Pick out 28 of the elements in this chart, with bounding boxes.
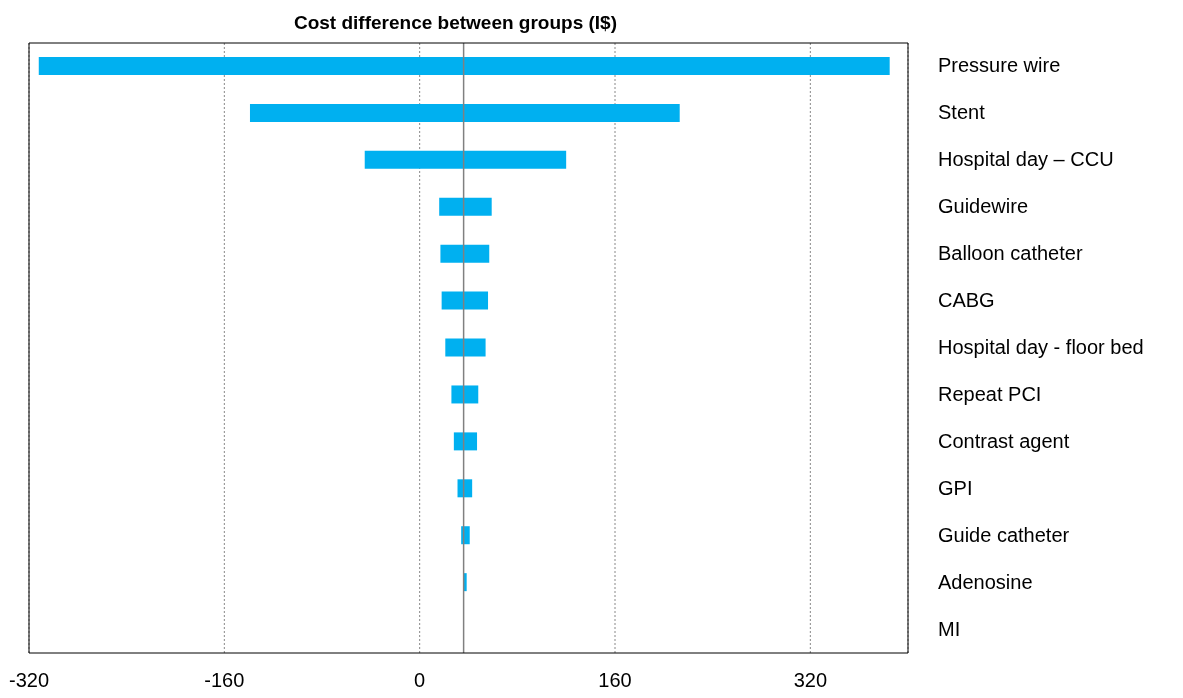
y-tick-label: Hospital day - floor bed: [938, 336, 1144, 358]
y-tick-label: Repeat PCI: [938, 382, 1042, 405]
bar: [445, 338, 486, 357]
x-tick-label: 160: [598, 669, 632, 692]
y-tick-label: Stent: [938, 101, 986, 124]
y-tick-label: Contrast agent: [938, 429, 1070, 452]
y-tick-label: Hospital day – CCU: [938, 148, 1114, 171]
y-tick-label: Guidewire: [938, 195, 1029, 218]
bar: [249, 103, 680, 122]
x-tick-label: 320: [793, 669, 828, 692]
y-tick-label: Adenosine: [938, 570, 1033, 593]
y-tick-label: MI: [938, 617, 961, 640]
x-tick-label: -320: [8, 669, 50, 692]
x-tick-label: -160: [204, 669, 245, 692]
y-tick-label: Guide catheter: [938, 523, 1070, 546]
y-tick-label: Balloon catheter: [938, 242, 1083, 265]
bar: [453, 432, 478, 451]
bar: [451, 385, 479, 404]
bar: [439, 197, 492, 216]
bar: [38, 57, 890, 75]
bar: [364, 150, 567, 169]
y-tick-label: CABG: [938, 289, 995, 312]
chart-title: Cost difference between groups (I$): [292, 11, 618, 35]
y-tick-label: GPI: [938, 476, 973, 499]
y-tick-label: Pressure wire: [938, 54, 1061, 77]
bar: [440, 244, 490, 263]
x-tick-label: 0: [414, 669, 426, 692]
bar: [441, 291, 489, 310]
